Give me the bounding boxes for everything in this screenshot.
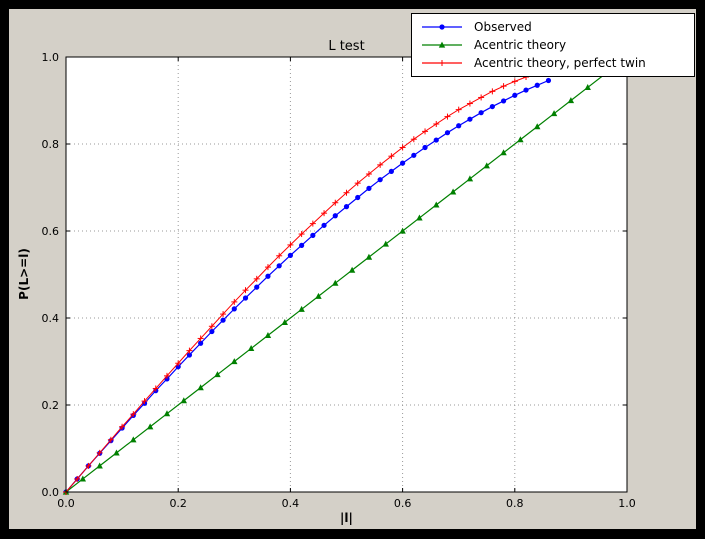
triangle-marker-icon — [567, 97, 575, 104]
triangle-marker-icon — [197, 384, 204, 391]
legend-label: Acentric theory — [474, 38, 567, 52]
circle-marker-icon — [388, 168, 394, 175]
circle-marker-icon — [478, 110, 484, 116]
triangle-marker-icon — [534, 123, 541, 130]
circle-marker-icon — [489, 103, 495, 110]
x-tick-label: 0.8 — [506, 497, 524, 510]
triangle-marker-icon — [483, 162, 490, 169]
triangle-marker-icon — [332, 279, 339, 286]
circle-marker-icon — [500, 98, 507, 104]
triangle-marker-icon — [79, 475, 87, 482]
circle-marker-icon — [332, 213, 338, 219]
circle-marker-icon — [545, 77, 552, 84]
circle-marker-icon — [456, 123, 462, 129]
circle-marker-icon — [343, 204, 350, 210]
circle-marker-icon — [254, 284, 260, 290]
triangle-marker-icon — [130, 436, 137, 443]
triangle-marker-icon — [264, 332, 272, 338]
x-tick-label: 0.6 — [394, 497, 412, 510]
x-tick-label: 0.2 — [169, 497, 187, 510]
y-tick-label: 0.2 — [42, 399, 60, 412]
circle-marker-icon — [220, 317, 226, 323]
triangle-marker-icon — [438, 41, 446, 48]
circle-marker-icon — [467, 116, 473, 122]
circle-marker-icon — [512, 92, 518, 98]
circle-marker-icon — [439, 24, 445, 30]
axes-border — [65, 56, 628, 493]
circle-marker-icon — [299, 242, 305, 248]
y-tick-label: 0.0 — [42, 486, 60, 499]
circle-marker-icon — [310, 232, 316, 238]
y-tick-label: 0.4 — [42, 312, 60, 325]
legend-label: Observed — [474, 20, 532, 34]
circle-marker-icon — [422, 144, 428, 151]
circle-marker-icon — [186, 352, 193, 358]
circle-marker-icon — [433, 137, 439, 143]
circle-marker-icon — [355, 194, 361, 201]
circle-marker-icon — [411, 152, 417, 158]
triangle-marker-icon — [96, 462, 103, 469]
legend-entry: Acentric theory, perfect twin — [420, 54, 686, 72]
triangle-marker-icon — [466, 175, 474, 182]
circle-marker-icon — [400, 160, 406, 166]
legend-sample — [422, 24, 462, 30]
triangle-marker-icon — [365, 253, 373, 260]
triangle-marker-icon — [433, 201, 440, 208]
triangle-marker-icon — [584, 84, 591, 91]
legend: Observed Acentric theory Acentric theory, … — [411, 13, 695, 77]
circle-marker-icon — [242, 295, 249, 301]
triangle-marker-icon — [146, 423, 154, 430]
x-tick-label: 1.0 — [618, 497, 636, 510]
legend-sample — [422, 60, 462, 66]
triangle-marker-icon — [247, 345, 255, 352]
circle-marker-icon — [523, 87, 529, 93]
triangle-marker-icon — [517, 136, 524, 143]
triangle-marker-icon — [163, 410, 171, 417]
y-tick-label: 0.8 — [42, 138, 60, 151]
circle-marker-icon — [321, 222, 327, 228]
circle-marker-icon — [231, 306, 237, 312]
triangle-marker-icon — [348, 266, 356, 273]
triangle-marker-icon — [113, 449, 120, 456]
triangle-marker-icon — [399, 227, 406, 234]
x-tick-label: 0.0 — [57, 497, 75, 510]
triangle-marker-icon — [382, 240, 389, 247]
y-tick-label: 0.6 — [42, 225, 60, 238]
chart-title: L test — [328, 39, 365, 54]
triangle-marker-icon — [449, 188, 457, 195]
triangle-marker-icon — [298, 305, 305, 312]
triangle-marker-icon — [500, 149, 507, 156]
triangle-marker-icon — [214, 371, 221, 378]
circle-marker-icon — [534, 82, 540, 88]
circle-marker-icon — [444, 130, 451, 136]
legend-sample — [422, 41, 462, 48]
y-axis-label: P(L>=l) — [17, 248, 31, 300]
circle-marker-icon — [265, 273, 271, 279]
y-tick-label: 1.0 — [42, 51, 60, 64]
x-axis-label: |l| — [340, 511, 353, 525]
triangle-marker-icon — [231, 358, 238, 365]
triangle-marker-icon — [315, 292, 322, 299]
triangle-marker-icon — [550, 110, 558, 117]
legend-entry: Observed — [420, 18, 686, 36]
triangle-marker-icon — [180, 397, 188, 404]
triangle-marker-icon — [416, 214, 423, 221]
circle-marker-icon — [377, 177, 383, 183]
legend-label: Acentric theory, perfect twin — [474, 56, 646, 70]
legend-entry: Acentric theory — [420, 36, 686, 54]
x-tick-label: 0.4 — [282, 497, 300, 510]
circle-marker-icon — [287, 252, 293, 258]
circle-marker-icon — [366, 185, 372, 191]
circle-marker-icon — [198, 340, 204, 346]
circle-marker-icon — [209, 328, 215, 335]
triangle-marker-icon — [281, 318, 288, 325]
circle-marker-icon — [276, 263, 282, 269]
